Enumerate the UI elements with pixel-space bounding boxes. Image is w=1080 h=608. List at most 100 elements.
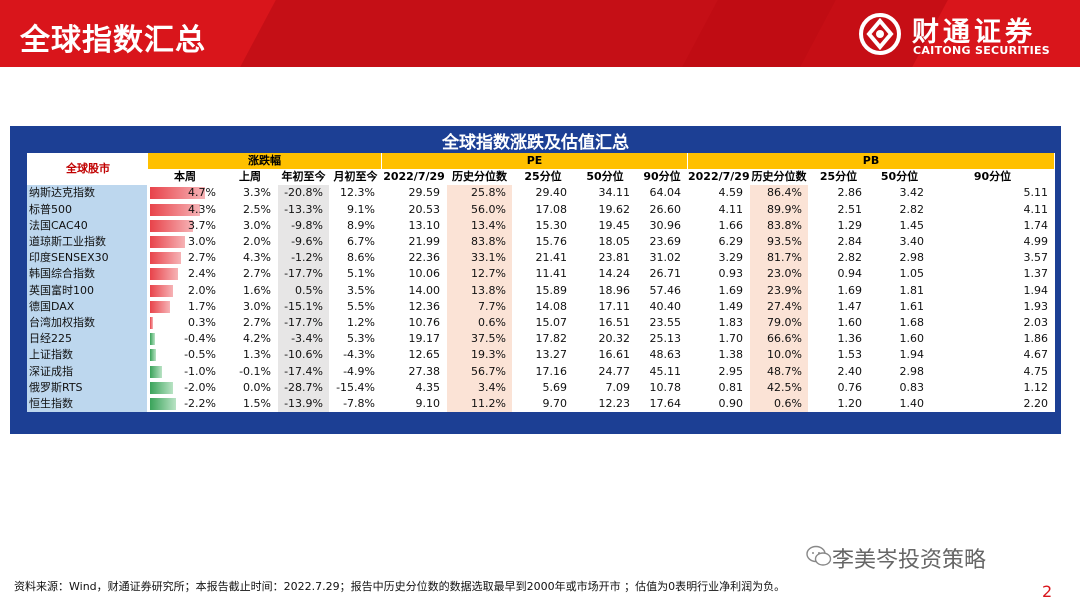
cell-8: 18.05: [598, 235, 631, 248]
page-number: 2: [1042, 582, 1053, 601]
week-change-value: 4.7%: [188, 186, 216, 200]
cell-3: -20.8%: [278, 185, 329, 202]
cell-7: 15.76: [535, 235, 568, 248]
cell-2: 2.0%: [243, 235, 271, 248]
cell-7: 9.70: [542, 397, 568, 410]
cell-11: 86.4%: [750, 185, 808, 202]
cell-14: 4.75: [1023, 364, 1049, 378]
subheader-9: 2022/7/29: [688, 169, 749, 186]
cell-11: 79.0%: [750, 315, 808, 332]
week-change-bar-cell: -0.5%: [148, 347, 222, 364]
cell-6: 19.3%: [447, 347, 512, 364]
cell-14: 1.37: [1023, 267, 1049, 281]
cell-10: 0.81: [718, 380, 744, 394]
row-name: 印度SENSEX30: [27, 250, 147, 267]
cell-5: 27.38: [408, 364, 441, 378]
cell-3: -13.9%: [278, 396, 329, 413]
cell-13: 1.60: [899, 332, 925, 346]
header-market: 全球股市: [27, 153, 147, 185]
table-title: 全球指数涨跌及估值汇总: [442, 133, 629, 153]
cell-12: 2.40: [837, 364, 863, 378]
week-change-value: 0.3%: [188, 316, 216, 329]
cell-12: 1.47: [837, 299, 863, 313]
cell-5: 12.36: [408, 299, 441, 313]
cell-7: 15.07: [535, 316, 568, 329]
cell-10: 1.66: [718, 218, 744, 232]
week-change-bar-cell: -2.2%: [148, 396, 222, 413]
cell-12: 1.60: [837, 316, 863, 329]
week-change-value: 2.0%: [188, 283, 216, 297]
caitong-logo-icon: [859, 13, 901, 55]
cell-14: 1.12: [1023, 380, 1049, 394]
cell-9: 23.69: [649, 235, 682, 248]
cell-3: -1.2%: [278, 250, 329, 267]
cell-3: -9.8%: [278, 217, 329, 234]
cell-5: 22.36: [408, 251, 441, 265]
cell-6: 0.6%: [447, 315, 512, 332]
cell-9: 25.13: [649, 332, 682, 346]
cell-14: 2.03: [1023, 316, 1049, 329]
cell-4: 8.6%: [347, 251, 375, 265]
page-title: 全球指数汇总: [20, 23, 206, 58]
row-name: 韩国综合指数: [27, 266, 147, 283]
cell-7: 5.69: [542, 380, 568, 394]
cell-5: 14.00: [408, 283, 441, 297]
week-change-value: 1.7%: [188, 299, 216, 313]
cell-11: 89.9%: [750, 201, 808, 218]
cell-14: 2.20: [1023, 397, 1049, 410]
week-change-bar-cell: -2.0%: [148, 379, 222, 396]
subheader-0: 本周: [148, 169, 222, 186]
cell-14: 1.93: [1023, 299, 1049, 313]
cell-4: 5.5%: [347, 299, 375, 313]
cell-10: 1.83: [718, 316, 744, 329]
cell-13: 1.40: [899, 397, 925, 410]
cell-13: 3.42: [899, 186, 925, 200]
cell-4: 5.1%: [347, 267, 375, 281]
cell-4: 8.9%: [347, 218, 375, 232]
cell-14: 5.11: [1023, 186, 1049, 200]
cell-8: 23.81: [598, 251, 631, 265]
header-pe-group: PE: [382, 153, 687, 170]
subheader-6: 25分位: [513, 169, 573, 186]
cell-11: 0.6%: [750, 396, 808, 413]
week-change-value: -0.4%: [184, 332, 216, 346]
cell-2: 1.6%: [243, 283, 271, 297]
week-change-bar-cell: 2.7%: [148, 250, 222, 267]
cell-9: 31.02: [649, 251, 682, 265]
cell-4: 12.3%: [340, 186, 375, 200]
row-name: 台湾加权指数: [27, 315, 147, 332]
watermark-text: 李美岑投资策略: [832, 548, 987, 573]
cell-11: 23.9%: [750, 282, 808, 299]
cell-4: -15.4%: [336, 380, 375, 394]
cell-13: 1.68: [899, 316, 925, 329]
cell-12: 1.29: [837, 218, 863, 232]
row-name: 法国CAC40: [27, 217, 147, 234]
week-change-bar: [150, 219, 193, 232]
cell-9: 30.96: [649, 218, 682, 232]
row-name: 俄罗斯RTS: [27, 379, 147, 396]
header-change-group: 涨跌幅: [148, 153, 381, 170]
week-change-value: -0.5%: [184, 348, 216, 362]
week-change-bar-cell: -0.4%: [148, 331, 222, 348]
row-name: 纳斯达克指数: [27, 185, 147, 202]
cell-9: 48.63: [649, 348, 682, 362]
cell-4: 3.5%: [347, 283, 375, 297]
cell-3: -13.3%: [278, 201, 329, 218]
cell-5: 12.65: [408, 348, 441, 362]
cell-6: 7.7%: [447, 298, 512, 315]
subheader-5: 历史分位数: [447, 169, 512, 186]
row-name: 恒生指数: [27, 396, 147, 413]
week-change-bar: [150, 187, 205, 200]
cell-3: 0.5%: [278, 282, 329, 299]
cell-8: 16.51: [598, 316, 631, 329]
cell-7: 17.16: [535, 364, 568, 378]
cell-6: 25.8%: [447, 185, 512, 202]
cell-10: 1.69: [718, 283, 744, 297]
cell-10: 1.38: [718, 348, 744, 362]
cell-5: 4.35: [415, 380, 441, 394]
brand-name-cn: 财通证券: [912, 17, 1036, 48]
cell-2: 2.7%: [243, 316, 271, 329]
cell-12: 2.84: [837, 235, 863, 248]
header-bar: 全球指数汇总 财通证券 CAITONG SECURITIES: [0, 0, 1080, 67]
subheader-3: 月初至今: [330, 169, 381, 186]
